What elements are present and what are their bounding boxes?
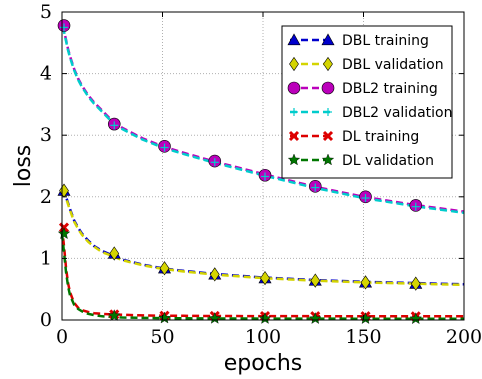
data-point-dbl2-validation (411, 202, 420, 211)
legend-item-dl-training: DL training (288, 129, 419, 145)
data-point-dbl2-validation (261, 172, 270, 181)
data-point-dl-validation (409, 312, 422, 325)
data-point-dbl2-validation (311, 183, 320, 192)
data-point-dl-validation (158, 311, 171, 324)
data-point-dbl-validation (310, 273, 321, 288)
legend-item-dbl-training: DBL training (287, 33, 429, 49)
legend-marker (287, 153, 301, 166)
x-tick-label: 150 (345, 326, 381, 348)
data-point-dbl2-validation (361, 194, 370, 203)
legend-box (281, 25, 453, 179)
marker-stroke (322, 130, 334, 142)
y-tick-label: 0 (40, 309, 52, 331)
legend-item-dbl-validation: DBL validation (289, 56, 444, 73)
legend-marker (322, 130, 334, 142)
legend-label: DL validation (342, 153, 434, 169)
x-axis-label: epochs (224, 351, 302, 376)
data-point-dl-validation (208, 311, 221, 324)
data-point-dbl-validation (109, 246, 120, 261)
legend-marker (323, 56, 333, 72)
legend-label: DL training (342, 129, 419, 145)
x-tick-label: 0 (56, 326, 68, 348)
marker-stroke (288, 130, 300, 142)
x-tick-label: 100 (245, 326, 281, 348)
data-point-dbl-validation (410, 276, 421, 291)
data-point-dl-validation (359, 312, 372, 325)
series-markers (57, 19, 423, 325)
y-tick-label: 3 (40, 124, 52, 146)
data-point-dbl-validation (360, 275, 371, 290)
legend-item-dbl2-training: DBL2 training (287, 81, 438, 97)
legend-label: DBL2 training (342, 81, 438, 97)
data-point-dbl-validation (260, 270, 270, 286)
tick-labels: 0 50 100 150 200 0 1 2 3 4 5 (40, 1, 482, 348)
y-tick-label: 1 (40, 247, 52, 269)
y-axis-label: loss (11, 145, 36, 188)
y-tick-label: 4 (40, 63, 52, 85)
legend-label: DBL validation (342, 57, 444, 73)
data-point-dl-validation (258, 312, 272, 324)
data-point-dbl2-validation (110, 121, 119, 130)
data-point-dbl2-validation (160, 143, 169, 152)
legend-marker (321, 153, 335, 166)
legend-marker (289, 56, 299, 72)
legend: DBL training DBL validation DBL2 training D… (281, 25, 453, 179)
legend-marker (287, 33, 301, 46)
legend-marker (287, 81, 301, 95)
legend-marker (290, 108, 298, 116)
series-line-dbl-validation (61, 189, 465, 287)
legend-label: DBL training (342, 33, 429, 49)
legend-label: DBL2 validation (342, 105, 452, 121)
x-tick-label: 200 (446, 326, 482, 348)
series-line-dl-validation (60, 233, 464, 321)
x-tick-label: 50 (150, 326, 174, 348)
series-line-dl-training (60, 227, 464, 318)
data-point-dbl-validation (159, 261, 170, 276)
y-tick-label: 5 (40, 1, 52, 23)
data-point-dl-validation (108, 309, 121, 321)
legend-item-dl-validation: DL validation (287, 153, 434, 169)
y-tick-label: 2 (40, 186, 52, 208)
series-line-dbl2-validation (60, 26, 465, 215)
legend-marker (321, 33, 335, 46)
data-point-dl-validation (57, 227, 71, 240)
data-point-dl-validation (309, 312, 322, 324)
series-lines (60, 25, 465, 321)
data-point-dbl-validation (209, 267, 220, 282)
legend-marker (321, 81, 335, 95)
axis-ticks (61, 11, 465, 321)
data-point-dbl2-validation (210, 158, 219, 167)
legend-marker (288, 130, 300, 142)
data-point-dbl2-validation (60, 23, 69, 32)
legend-item-dbl2-validation: DBL2 validation (290, 105, 452, 121)
legend-marker (324, 108, 332, 116)
